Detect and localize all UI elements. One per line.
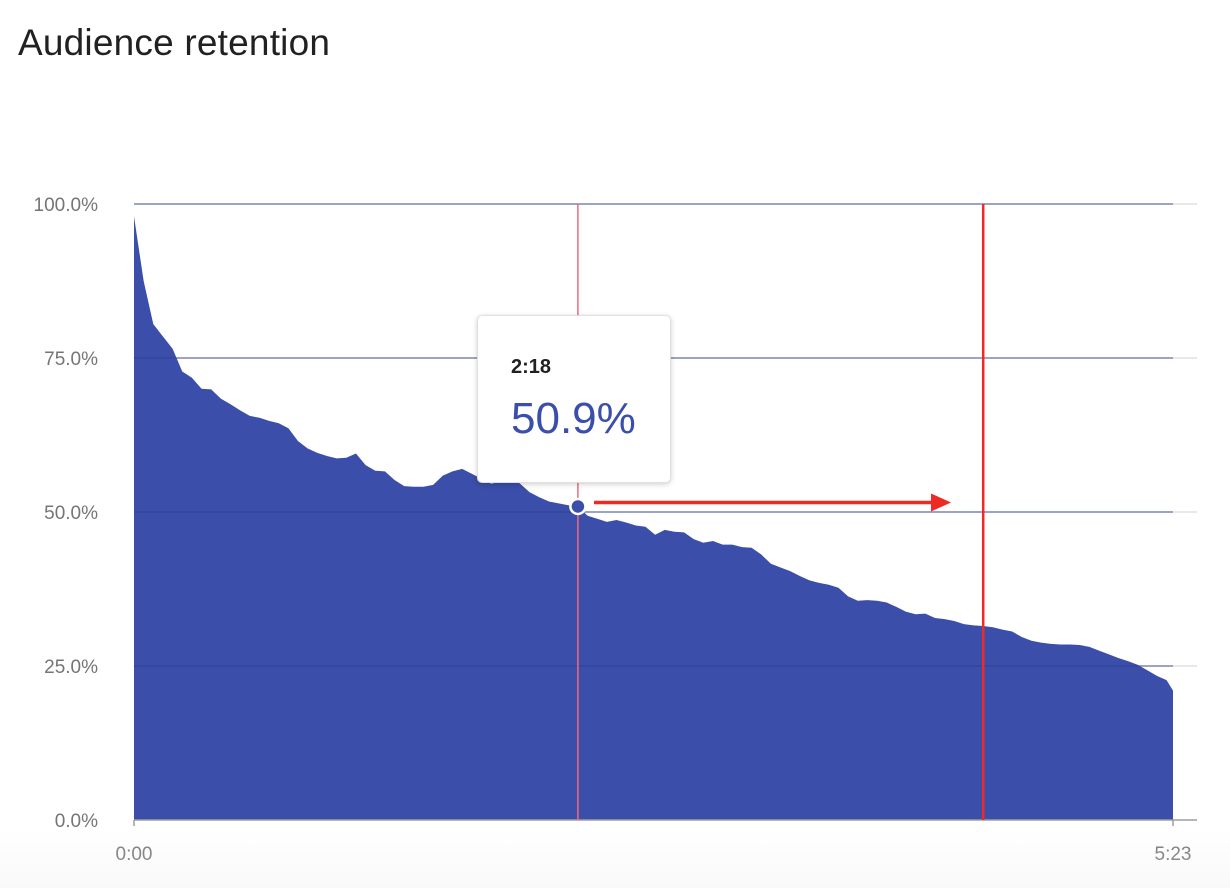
hover-indicator xyxy=(569,204,587,820)
x-tick-label: 0:00 xyxy=(116,844,153,865)
tooltip-value: 50.9% xyxy=(511,394,636,443)
y-tick-label: 100.0% xyxy=(34,195,99,216)
retention-area-series xyxy=(134,203,1173,820)
y-tick-label: 75.0% xyxy=(44,349,98,370)
y-tick-label: 25.0% xyxy=(44,657,98,678)
annotation-arrow-head xyxy=(931,493,952,512)
chart-title: Audience retention xyxy=(18,22,331,63)
annotation-overlay xyxy=(593,204,985,820)
hover-tooltip: 2:18 50.9% xyxy=(477,315,671,483)
axes: 0.0% 25.0% 50.0% 75.0% 100.0% 0:00 5:23 xyxy=(34,195,1197,865)
y-tick-label: 0.0% xyxy=(55,811,98,832)
tooltip-time: 2:18 xyxy=(511,356,552,378)
hover-marker xyxy=(569,497,587,516)
y-tick-label: 50.0% xyxy=(44,503,98,524)
retention-area xyxy=(134,216,1173,820)
x-tick-label: 5:23 xyxy=(1155,844,1192,865)
